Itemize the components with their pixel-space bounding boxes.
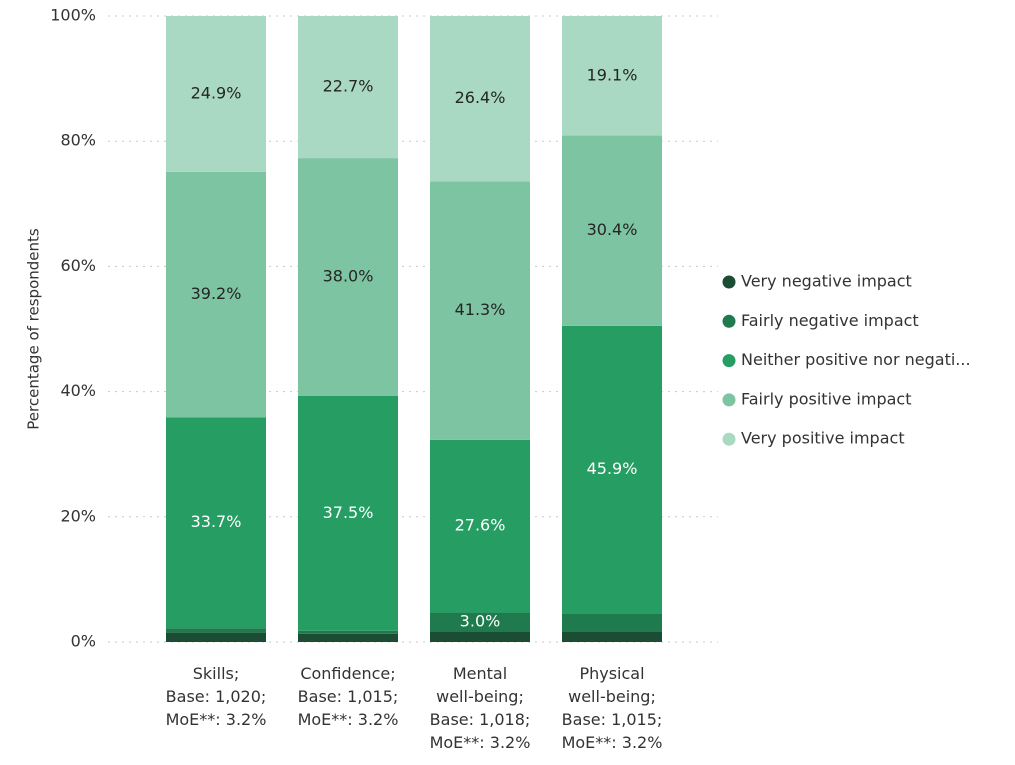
x-tick-label: Skills; Base: 1,020; MoE**: 3.2% [166, 664, 267, 729]
x-tick-label: Physical well-being; Base: 1,015; MoE**: 3.… [562, 664, 663, 752]
bar-segment [430, 181, 530, 440]
data-label: 3.0% [460, 611, 501, 630]
bar-segment [562, 16, 662, 136]
bar-segment [166, 628, 266, 633]
legend-marker [722, 275, 736, 289]
legend-marker [722, 393, 736, 407]
x-tick-label-line: Skills; [193, 664, 239, 683]
data-label: 26.4% [455, 88, 506, 107]
x-tick-label-line: MoE**: 3.2% [562, 733, 663, 752]
legend-marker [722, 432, 736, 446]
data-label: 45.9% [587, 459, 638, 478]
x-tick-label-line: well-being; [568, 687, 656, 706]
legend-marker [722, 354, 736, 368]
bar-segment [166, 632, 266, 642]
bar-segment [562, 613, 662, 632]
data-label: 24.9% [191, 83, 242, 102]
data-label: 27.6% [455, 516, 506, 535]
data-label: 19.1% [587, 65, 638, 84]
bar-segment [298, 158, 398, 396]
y-tick-label: 0% [71, 632, 96, 651]
legend-label: Very negative impact [741, 272, 912, 291]
data-label: 33.7% [191, 512, 242, 531]
legend-label: Fairly positive impact [741, 389, 911, 408]
x-tick-label: Mental well-being; Base: 1,018; MoE**: 3.2% [430, 664, 531, 752]
x-tick-label: Confidence; Base: 1,015; MoE**: 3.2% [298, 664, 399, 729]
bar-segment [166, 171, 266, 418]
bar-segment [430, 631, 530, 642]
x-tick-label-line: Base: 1,018; [430, 710, 531, 729]
legend-label: Neither positive nor negati... [741, 350, 971, 369]
bar-segment [430, 16, 530, 182]
bar-segment [430, 439, 530, 613]
x-tick-label-line: MoE**: 3.2% [298, 710, 399, 729]
data-label: 41.3% [455, 300, 506, 319]
data-label: 37.5% [323, 503, 374, 522]
bar-segment [298, 16, 398, 159]
y-tick-label: 100% [50, 6, 96, 25]
y-tick-label: 20% [60, 506, 96, 525]
data-label: 22.7% [323, 77, 374, 96]
data-label: 30.4% [587, 220, 638, 239]
bar-segment [562, 325, 662, 614]
x-tick-label-line: well-being; [436, 687, 524, 706]
data-label: 39.2% [191, 284, 242, 303]
x-tick-label-line: MoE**: 3.2% [166, 710, 267, 729]
legend-label: Very positive impact [741, 429, 905, 448]
data-label: 38.0% [323, 267, 374, 286]
bar-segment [298, 395, 398, 631]
x-tick-label-line: Physical [579, 664, 644, 683]
bar-segment [298, 633, 398, 642]
x-tick-label-line: Confidence; [300, 664, 395, 683]
bar-segment [166, 16, 266, 172]
y-axis-label: Percentage of respondents [25, 228, 43, 430]
x-tick-label-line: Base: 1,015; [562, 710, 663, 729]
bar-segment [562, 135, 662, 326]
bar-segment [562, 631, 662, 642]
bar-segment [298, 630, 398, 634]
x-tick-label-line: Base: 1,020; [166, 687, 267, 706]
x-tick-label-line: Mental [453, 664, 507, 683]
legend-label: Fairly negative impact [741, 311, 919, 330]
y-tick-label: 40% [60, 381, 96, 400]
y-tick-label: 60% [60, 256, 96, 275]
x-tick-label-line: Base: 1,015; [298, 687, 399, 706]
x-tick-label-line: MoE**: 3.2% [430, 733, 531, 752]
legend-marker [722, 314, 736, 328]
y-tick-label: 80% [60, 131, 96, 150]
bar-segment [430, 612, 530, 632]
bar-segment [166, 417, 266, 629]
